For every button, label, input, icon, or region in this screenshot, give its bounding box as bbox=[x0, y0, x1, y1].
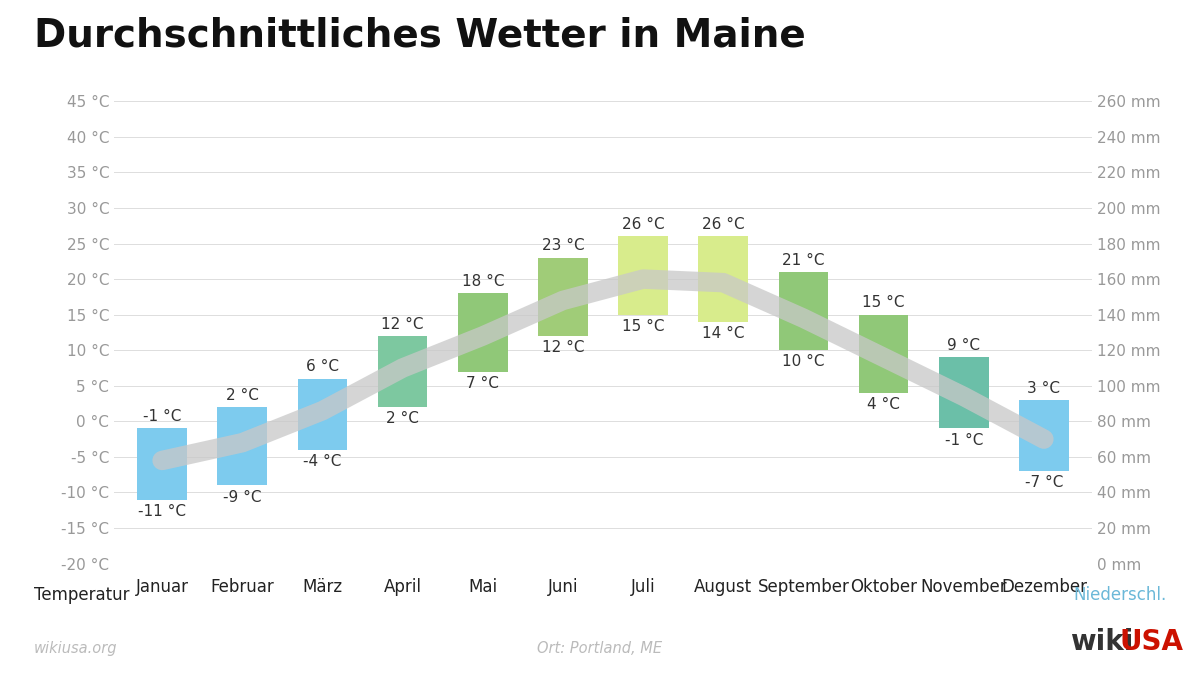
Text: 2 °C: 2 °C bbox=[386, 411, 419, 427]
Text: wiki: wiki bbox=[1070, 628, 1134, 656]
Text: 18 °C: 18 °C bbox=[462, 274, 504, 289]
Text: -9 °C: -9 °C bbox=[223, 489, 262, 505]
Text: Ort: Portland, ME: Ort: Portland, ME bbox=[538, 641, 662, 656]
Bar bbox=[137, 429, 187, 500]
Text: 10 °C: 10 °C bbox=[782, 354, 824, 369]
Text: 3 °C: 3 °C bbox=[1027, 381, 1061, 396]
Text: 26 °C: 26 °C bbox=[702, 217, 744, 232]
Text: Niederschl.: Niederschl. bbox=[1073, 587, 1166, 604]
Bar bbox=[298, 379, 347, 450]
Text: -7 °C: -7 °C bbox=[1025, 475, 1063, 491]
Bar bbox=[618, 236, 668, 315]
Text: 12 °C: 12 °C bbox=[541, 340, 584, 355]
Text: USA: USA bbox=[1120, 628, 1183, 656]
Text: wikiusa.org: wikiusa.org bbox=[34, 641, 118, 656]
Text: 12 °C: 12 °C bbox=[382, 317, 424, 331]
Text: 9 °C: 9 °C bbox=[947, 338, 980, 353]
Text: 2 °C: 2 °C bbox=[226, 388, 259, 403]
Text: 7 °C: 7 °C bbox=[467, 376, 499, 391]
Text: 4 °C: 4 °C bbox=[868, 397, 900, 412]
Text: Durchschnittliches Wetter in Maine: Durchschnittliches Wetter in Maine bbox=[34, 17, 805, 55]
Text: Temperatur: Temperatur bbox=[34, 587, 130, 604]
Text: -4 °C: -4 °C bbox=[304, 454, 342, 469]
Text: 15 °C: 15 °C bbox=[622, 319, 665, 334]
Bar bbox=[859, 315, 908, 393]
Text: 26 °C: 26 °C bbox=[622, 217, 665, 232]
Bar bbox=[217, 407, 268, 485]
Bar bbox=[538, 258, 588, 336]
Text: 23 °C: 23 °C bbox=[541, 238, 584, 254]
Bar bbox=[779, 272, 828, 350]
Text: -1 °C: -1 °C bbox=[143, 409, 181, 424]
Text: 14 °C: 14 °C bbox=[702, 326, 744, 341]
Bar bbox=[1019, 400, 1069, 471]
Text: 6 °C: 6 °C bbox=[306, 359, 338, 375]
Bar bbox=[938, 357, 989, 429]
Bar bbox=[378, 336, 427, 407]
Bar bbox=[698, 236, 748, 322]
Text: 21 °C: 21 °C bbox=[782, 252, 824, 268]
Text: -11 °C: -11 °C bbox=[138, 504, 186, 519]
Text: 15 °C: 15 °C bbox=[863, 296, 905, 310]
Bar bbox=[458, 294, 508, 371]
Text: -1 °C: -1 °C bbox=[944, 433, 983, 448]
